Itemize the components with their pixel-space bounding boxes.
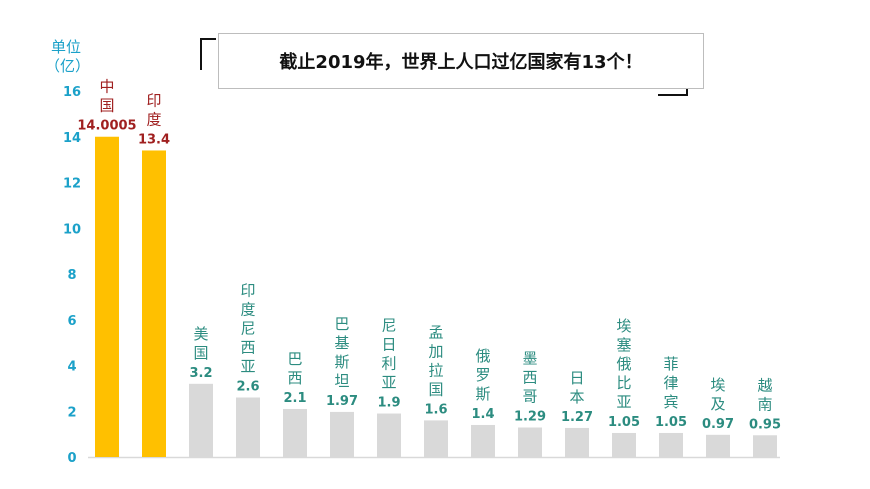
category-label-char: 拉 [428,361,443,379]
y-axis-unit-line-1: 单位 [50,38,81,56]
category-label-char: 巴 [334,315,349,333]
category-label-char: 俄 [616,355,631,373]
category-label-char: 俄 [475,347,490,365]
category-label-char: 国 [193,344,208,362]
bar-9 [471,424,495,457]
data-label: 2.6 [236,380,259,395]
y-tick-label: 6 [67,314,76,329]
y-tick-label: 0 [67,451,76,466]
category-label-char: 度 [146,110,161,128]
data-label: 1.27 [561,410,593,425]
category-label-char: 日 [381,336,396,354]
category-label-char: 塞 [616,336,631,354]
bar-10 [518,427,542,457]
bar-5 [283,408,307,457]
category-label-char: 宾 [663,393,678,411]
data-label: 1.05 [608,415,640,430]
category-label-char: 埃 [710,376,725,394]
data-label: 1.6 [424,402,447,417]
category-label-char: 斯 [334,353,349,371]
category-label-char: 罗 [475,366,490,384]
data-label: 1.97 [326,394,358,409]
y-tick-label: 12 [63,177,81,192]
data-label: 14.0005 [77,119,136,134]
category-label-char: 及 [710,395,725,413]
category-label-char: 西 [287,369,302,387]
category-label-char: 美 [193,325,208,343]
category-label-char: 基 [334,334,349,352]
category-label-char: 孟 [428,323,443,341]
bar-11 [565,427,589,457]
y-axis-unit-label: 单位 （亿） [45,38,91,76]
bar-1 [95,136,119,457]
category-label-char: 哥 [522,387,537,405]
category-label-char: 尼 [240,320,255,338]
bar-14 [706,434,730,457]
category-label-char: 亚 [240,358,255,376]
category-label-char: 墨 [522,349,537,367]
bar-2 [142,150,166,457]
bar-3 [189,383,213,457]
bar-12 [612,432,636,457]
category-label-char: 尼 [381,317,396,335]
category-label-char: 中 [99,78,114,96]
y-tick-label: 10 [63,222,81,237]
y-axis-unit-line-2: （亿） [45,57,91,75]
category-label-char: 西 [522,368,537,386]
category-label-char: 南 [757,395,772,413]
category-label-char: 越 [757,376,772,394]
data-label: 0.95 [749,417,781,432]
chart-title: 截止2019年，世界上人口过亿国家有13个！ [218,33,704,89]
category-label-char: 比 [616,374,631,392]
category-label-char: 亚 [616,393,631,411]
category-label-char: 巴 [287,350,302,368]
bar-13 [659,432,683,457]
data-label: 1.4 [471,407,494,422]
y-tick-label: 2 [67,405,76,420]
bar-8 [424,420,448,457]
bar-15 [753,435,777,457]
bar-4 [236,397,260,457]
category-label-char: 西 [240,339,255,357]
data-label: 0.97 [702,417,734,432]
category-label-char: 律 [663,374,678,392]
data-label: 1.29 [514,409,546,424]
title-bracket-top-left [200,38,216,70]
category-label-char: 斯 [475,385,490,403]
category-label-char: 本 [569,388,584,406]
category-label-char: 印 [146,91,161,109]
y-tick-label: 4 [67,360,76,375]
data-label: 13.4 [138,132,170,147]
bar-7 [377,413,401,457]
category-label-char: 菲 [663,355,678,373]
category-label-char: 国 [99,97,114,115]
category-label-char: 国 [428,380,443,398]
category-label-char: 印 [240,282,255,300]
category-label-char: 亚 [381,374,396,392]
bar-6 [330,411,354,457]
data-label: 3.2 [189,366,212,381]
data-label: 1.9 [377,396,400,411]
y-tick-label: 16 [63,85,81,100]
data-label: 1.05 [655,415,687,430]
category-label-char: 埃 [616,317,631,335]
y-tick-label: 8 [67,268,76,283]
category-label-char: 加 [428,342,443,360]
category-label-char: 利 [381,355,396,373]
y-tick-label: 14 [63,131,81,146]
category-label-char: 日 [569,369,584,387]
category-label-char: 度 [240,301,255,319]
data-label: 2.1 [283,391,306,406]
category-label-char: 坦 [334,372,349,390]
